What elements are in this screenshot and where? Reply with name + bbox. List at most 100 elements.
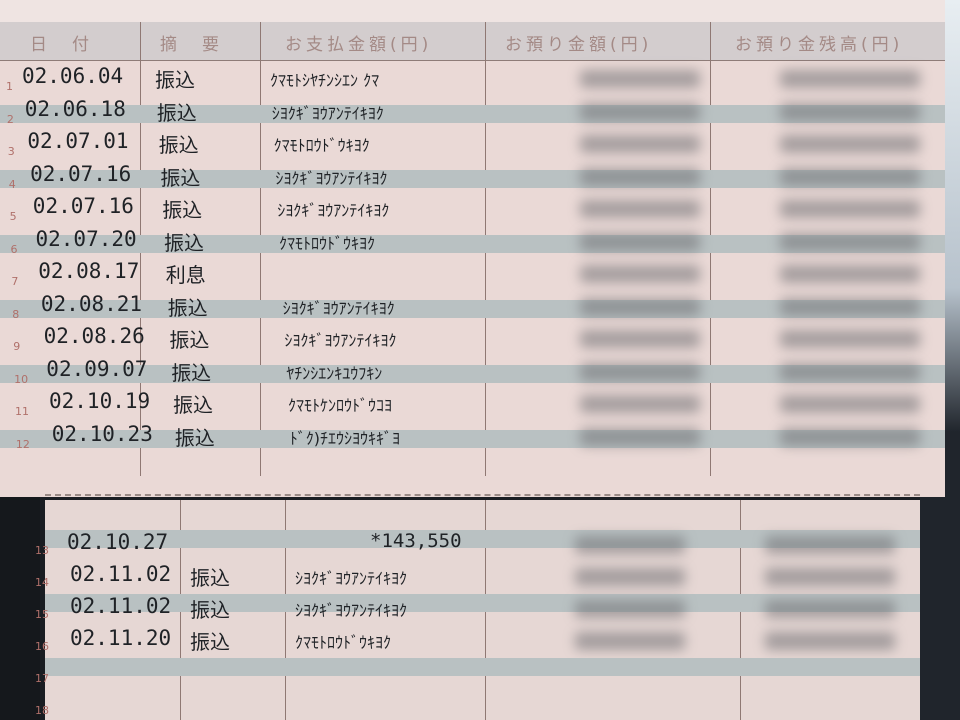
redacted-balance	[765, 536, 895, 554]
transaction-type: 振込	[158, 133, 199, 157]
redacted-deposit	[580, 70, 700, 88]
transaction-type: 振込	[169, 328, 210, 352]
transaction-type: 振込	[190, 630, 230, 654]
transaction-date: 02.07.16	[32, 194, 134, 218]
line-number: 2	[6, 112, 14, 126]
payee-name: ｸﾏﾓﾄﾛｳﾄﾞｳｷﾖｸ	[273, 136, 370, 155]
payee-name: ｼﾖｸｷﾞﾖｳｱﾝﾃｲｷﾖｸ	[282, 298, 395, 318]
redacted-deposit	[575, 568, 685, 586]
redacted-deposit	[580, 427, 700, 446]
transaction-date: 02.10.27	[67, 530, 169, 554]
redacted-balance	[780, 102, 920, 121]
payment-amount: *143,550	[370, 530, 462, 552]
redacted-deposit	[580, 200, 700, 218]
line-number: 10	[14, 372, 29, 386]
table-row: 8 02.08.21 振込 ｼﾖｸｷﾞﾖｳｱﾝﾃｲｷﾖｸ	[0, 290, 945, 322]
redacted-balance	[780, 200, 920, 218]
redacted-balance	[765, 568, 895, 586]
line-number: 11	[15, 405, 29, 418]
table-row: 12 02.10.23 振込 ﾄﾞｸ)ﾁｴｳｼﾖｳｷｷﾞﾖ	[0, 420, 945, 452]
payee-name: ｸﾏﾓﾄｹﾝﾛｳﾄﾞｳｺﾖ	[288, 396, 393, 415]
table-row: 18	[35, 688, 920, 720]
transaction-date: 02.10.19	[49, 389, 151, 413]
payee-name: ｸﾏﾓﾄﾛｳﾄﾞｳｷﾖｸ	[295, 633, 392, 652]
line-number: 5	[9, 210, 17, 223]
transaction-type: 振込	[190, 598, 230, 622]
redacted-deposit	[580, 395, 700, 413]
payee-name: ｼﾖｸｷﾞﾖｳｱﾝﾃｲｷﾖｸ	[275, 168, 388, 188]
line-number: 17	[35, 672, 49, 685]
line-number: 16	[35, 640, 49, 653]
redacted-deposit	[580, 297, 700, 316]
redacted-balance	[780, 427, 920, 446]
table-row: 2 02.06.18 振込 ｼﾖｸｷﾞﾖｳｱﾝﾃｲｷﾖｸ	[0, 95, 945, 127]
redacted-balance	[765, 600, 895, 618]
header-deposit: お預り金額(円)	[505, 35, 653, 55]
transaction-date: 02.06.18	[24, 96, 126, 121]
table-row: 13 02.10.27 *143,550	[35, 528, 920, 560]
redacted-deposit	[580, 232, 700, 251]
payee-name: ｸﾏﾓﾄﾛｳﾄﾞｳｷﾖｸ	[279, 233, 376, 253]
redacted-balance	[780, 395, 920, 413]
transaction-type: 振込	[162, 198, 203, 222]
transaction-type: 利息	[165, 263, 206, 287]
line-number: 8	[12, 307, 20, 321]
redacted-balance	[780, 362, 920, 381]
redacted-balance	[780, 135, 920, 153]
redacted-deposit	[575, 600, 685, 618]
line-number: 13	[35, 544, 49, 557]
table-row: 15 02.11.02 振込 ｼﾖｸｷﾞﾖｳｱﾝﾃｲｷﾖｸ	[35, 592, 920, 624]
transaction-type: 振込	[156, 100, 197, 125]
transaction-date: 02.07.01	[27, 129, 129, 153]
row-band	[0, 104, 945, 123]
payee-name: ｼﾖｸｷﾞﾖｳｱﾝﾃｲｷﾖｸ	[295, 601, 408, 620]
row-band	[0, 299, 945, 318]
header-payment: お支払金額(円)	[285, 35, 433, 55]
table-row: 16 02.11.20 振込 ｸﾏﾓﾄﾛｳﾄﾞｳｷﾖｸ	[35, 624, 920, 656]
payee-name: ﾔﾁﾝｼｴﾝｷﾕｳﾌｷﾝ	[286, 363, 383, 383]
transaction-type: 振込	[155, 68, 195, 92]
transaction-type: 振込	[164, 230, 204, 255]
line-number: 6	[10, 242, 18, 256]
transaction-date: 02.11.20	[70, 626, 172, 650]
column-header: 日 付 摘 要 お支払金額(円) お預り金額(円) お預り金残高(円)	[0, 22, 945, 61]
line-number: 15	[35, 608, 49, 621]
redacted-deposit	[580, 265, 700, 283]
table-row: 10 02.09.07 振込 ﾔﾁﾝｼｴﾝｷﾕｳﾌｷﾝ	[0, 355, 945, 387]
line-number: 1	[6, 80, 13, 93]
header-balance: お預り金残高(円)	[735, 35, 904, 55]
redacted-deposit	[580, 330, 700, 348]
line-number: 14	[35, 576, 49, 589]
table-row: 4 02.07.16 振込 ｼﾖｸｷﾞﾖｳｱﾝﾃｲｷﾖｸ	[0, 160, 945, 192]
page-fold	[45, 494, 920, 500]
payee-name: ｼﾖｸｷﾞﾖｳｱﾝﾃｲｷﾖｸ	[284, 331, 397, 350]
redacted-balance	[780, 70, 920, 88]
redacted-balance	[780, 232, 920, 251]
redacted-deposit	[575, 632, 685, 650]
redacted-balance	[765, 632, 895, 650]
row-band	[0, 364, 945, 383]
line-number: 4	[8, 177, 16, 191]
line-number: 12	[15, 437, 30, 451]
transaction-date: 02.08.26	[43, 324, 145, 348]
redacted-deposit	[580, 135, 700, 153]
transaction-date: 02.08.21	[40, 291, 143, 316]
transaction-type: 振込	[171, 360, 212, 385]
table-row: 9 02.08.26 振込 ｼﾖｸｷﾞﾖｳｱﾝﾃｲｷﾖｸ	[0, 322, 945, 354]
redacted-deposit	[580, 362, 700, 381]
table-row: 7 02.08.17 利息	[0, 257, 945, 289]
transaction-type: 振込	[174, 425, 215, 450]
transaction-date: 02.07.16	[30, 161, 132, 186]
row-band	[0, 429, 945, 448]
line-number: 9	[13, 340, 21, 353]
line-number: 3	[7, 145, 15, 158]
redacted-balance	[780, 330, 920, 348]
transaction-date: 02.11.02	[70, 594, 172, 618]
redacted-balance	[780, 297, 920, 316]
redacted-deposit	[580, 167, 700, 186]
table-row: 6 02.07.20 振込 ｸﾏﾓﾄﾛｳﾄﾞｳｷﾖｸ	[0, 225, 945, 257]
row-band	[45, 530, 920, 548]
table-row: 11 02.10.19 振込 ｸﾏﾓﾄｹﾝﾛｳﾄﾞｳｺﾖ	[0, 387, 945, 419]
transaction-date: 02.11.02	[70, 562, 172, 586]
table-row: 5 02.07.16 振込 ｼﾖｸｷﾞﾖｳｱﾝﾃｲｷﾖｸ	[0, 192, 945, 224]
